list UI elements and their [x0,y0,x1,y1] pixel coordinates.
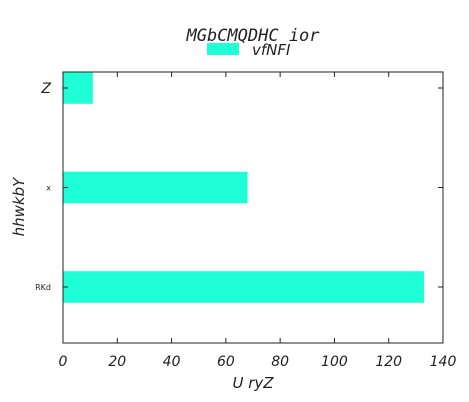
legend: vfNFI [207,41,291,59]
x-tick-label-40: 40 [163,354,181,370]
x-axis-ticks: 0 20 40 60 80 100 120 140 [59,72,457,370]
y-tick-label-RKd: RKd [35,283,51,292]
bar-RKd [63,271,424,303]
legend-swatch [207,43,239,55]
plot-frame [62,71,444,344]
x-tick-label-60: 60 [217,354,235,370]
chart-title: MGbCMQDHC ior [185,26,320,46]
x-tick-label-80: 80 [271,354,289,370]
x-tick-label-120: 120 [375,354,402,370]
bar-x [63,171,248,204]
x-axis-label: U ryZ [232,374,274,392]
y-axis-ticks: Zx RKd [35,81,443,292]
legend-label: vfNFI [252,41,291,59]
x-tick-label-140: 140 [430,354,457,370]
y-tick-label-x: x [46,184,51,193]
y-tick-label-Z: Z [40,81,51,97]
x-tick-label-0: 0 [59,354,68,370]
x-tick-label-100: 100 [321,354,348,370]
x-tick-label-20: 20 [108,354,126,370]
y-axis-label: hhwkbY [10,176,28,236]
bars-group [63,72,424,303]
